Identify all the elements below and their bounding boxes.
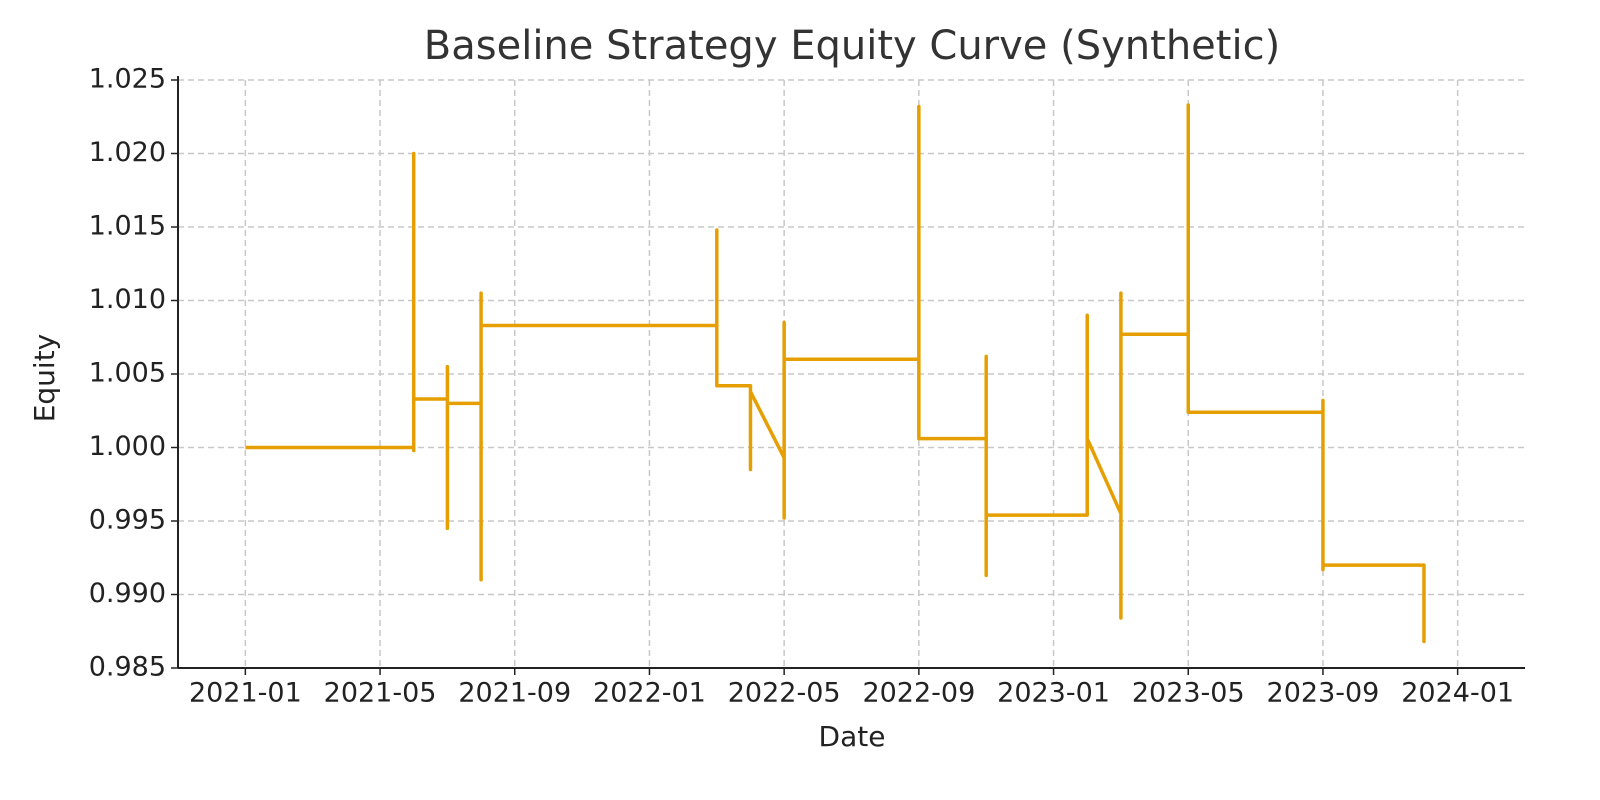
x-tick-label: 2024-01 <box>1401 678 1514 709</box>
x-tick-label: 2021-05 <box>324 678 437 709</box>
chart-title: Baseline Strategy Equity Curve (Syntheti… <box>424 23 1280 69</box>
x-tick-label: 2022-09 <box>862 678 975 709</box>
y-axis-label: Equity <box>28 334 61 423</box>
x-tick-label: 2023-05 <box>1132 678 1245 709</box>
x-tick-label: 2021-09 <box>458 678 571 709</box>
x-tick-label: 2023-01 <box>997 678 1110 709</box>
y-tick-label: 1.015 <box>89 211 166 242</box>
y-tick-label: 0.990 <box>89 578 166 609</box>
x-tick-label: 2021-01 <box>189 678 302 709</box>
y-tick-label: 1.010 <box>89 284 166 315</box>
x-tick-label: 2023-09 <box>1267 678 1380 709</box>
x-tick-label: 2022-01 <box>593 678 706 709</box>
y-tick-label: 1.025 <box>89 64 166 95</box>
y-tick-label: 0.995 <box>89 505 166 536</box>
equity-line <box>245 103 1426 644</box>
x-axis-label: Date <box>819 720 886 753</box>
y-tick-label: 1.005 <box>89 358 166 389</box>
y-tick-label: 1.020 <box>89 137 166 168</box>
y-tick-label: 0.985 <box>89 652 166 683</box>
x-tick-label: 2022-05 <box>728 678 841 709</box>
y-tick-label: 1.000 <box>89 431 166 462</box>
